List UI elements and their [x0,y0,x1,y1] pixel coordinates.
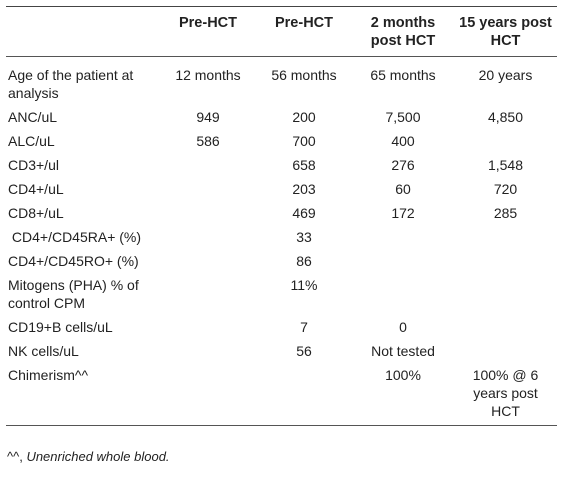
value-cell: Not tested [371,343,435,359]
table-row: Mitogens (PHA) % of control CPM 11% [6,273,557,315]
row-label-cell: ALC/uL [8,133,55,149]
value-cell: 100% @ 6 years post HCT [472,367,539,419]
value-cell [352,225,454,249]
table-header-row: Pre-HCT Pre-HCT 2 months post HCT 15 yea… [6,6,557,57]
value-cell: 172 [391,205,415,221]
value-cell [160,363,256,426]
value-cell: 469 [292,205,316,221]
table-row: CD4+/CD45RA+ (%) 33 [6,225,557,249]
patient-lab-table: Pre-HCT Pre-HCT 2 months post HCT 15 yea… [6,6,557,426]
value-cell: 200 [292,109,316,125]
table-row: Chimerism^^ 100% 100% @ 6 years post HCT [6,363,557,426]
value-cell [454,315,557,339]
header-cell-blank [6,7,160,57]
value-cell: 203 [292,181,316,197]
value-cell: 700 [292,133,316,149]
row-label-cell: Age of the patient at analysis [8,67,138,101]
value-cell: 65 months [370,67,436,83]
footnote-symbol: ^^, [7,449,27,464]
table-body: Age of the patient at analysis 12 months 5… [6,57,557,426]
value-cell [160,177,256,201]
row-label-cell: CD4+/CD45RO+ (%) [8,253,139,269]
table-row: CD8+/uL 469 172 285 [6,201,557,225]
value-cell: 33 [296,229,312,245]
value-cell: 400 [391,133,415,149]
value-cell: 20 years [478,67,533,83]
header-cell-pre-hct-2: Pre-HCT [274,15,333,31]
table-row: ANC/uL 949 200 7,500 4,850 [6,105,557,129]
table-footnote: ^^, Unenriched whole blood. [7,449,170,464]
row-label-cell: Mitogens (PHA) % of control CPM [8,277,143,311]
table-row: NK cells/uL 56 Not tested [6,339,557,363]
value-cell: 285 [493,205,518,221]
value-cell: 11% [290,277,318,293]
value-cell [352,273,454,315]
table-row: ALC/uL 586 700 400 [6,129,557,153]
value-cell [160,315,256,339]
value-cell [454,225,557,249]
value-cell [454,273,557,315]
value-cell [160,273,256,315]
value-cell: 658 [292,157,316,173]
value-cell: 7,500 [385,109,421,125]
value-cell: 60 [395,181,411,197]
value-cell [160,153,256,177]
row-label-cell: Chimerism^^ [8,367,89,383]
value-cell [352,249,454,273]
header-cell-2-months: 2 months post HCT [370,15,436,49]
row-label-cell: CD19+B cells/uL [8,319,113,335]
value-cell: 586 [196,133,220,149]
footnote-text: Unenriched whole blood. [26,449,170,464]
value-cell [160,339,256,363]
row-label-cell: CD4+/uL [8,181,64,197]
value-cell: 100% [385,367,421,383]
row-label-cell: CD8+/uL [8,205,64,221]
value-cell [160,249,256,273]
table-row: Age of the patient at analysis 12 months 5… [6,57,557,106]
header-cell-pre-hct-1: Pre-HCT [178,15,237,31]
header-cell-15-years: 15 years post HCT [459,15,552,49]
value-cell: 86 [296,253,312,269]
value-cell: 1,548 [487,157,524,173]
table-row: CD4+/CD45RO+ (%) 86 [6,249,557,273]
value-cell: 0 [399,319,407,335]
value-cell [454,249,557,273]
row-label-cell: CD4+/CD45RA+ (%) [8,229,142,245]
value-cell: 720 [493,181,518,197]
value-cell: 56 months [271,67,337,83]
row-label-cell: NK cells/uL [8,343,79,359]
table-row: CD3+/ul 658 276 1,548 [6,153,557,177]
value-cell [256,363,352,426]
row-label-cell: ANC/uL [8,109,58,125]
value-cell: 949 [196,109,220,125]
value-cell: 4,850 [487,109,524,125]
value-cell [454,129,557,153]
value-cell [160,225,256,249]
value-cell: 276 [391,157,415,173]
row-label-cell: CD3+/ul [8,157,59,173]
value-cell: 12 months [175,67,241,83]
table-row: CD19+B cells/uL 7 0 [6,315,557,339]
value-cell: 7 [300,319,308,335]
table-row: CD4+/uL 203 60 720 [6,177,557,201]
value-cell [454,339,557,363]
value-cell [160,201,256,225]
value-cell: 56 [296,343,312,359]
